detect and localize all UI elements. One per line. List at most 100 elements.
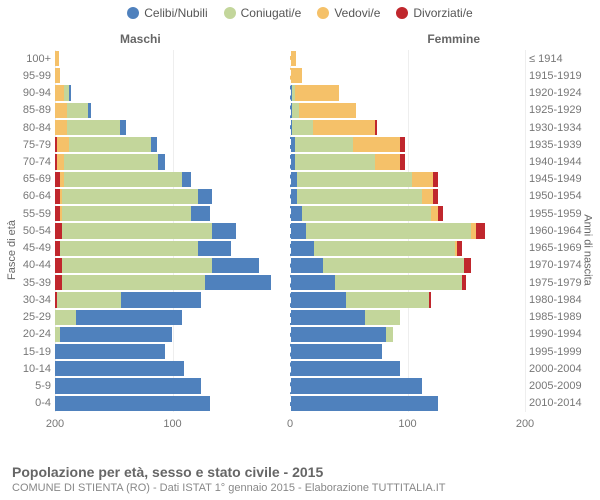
age-band-row: 85-891925-1929 bbox=[55, 102, 525, 119]
bar-segment bbox=[120, 120, 126, 135]
bar-segment bbox=[76, 310, 182, 325]
female-bar bbox=[290, 68, 525, 83]
legend: Celibi/NubiliConiugati/eVedovi/eDivorzia… bbox=[0, 6, 600, 20]
bar-segment bbox=[57, 137, 69, 152]
age-band-label: 95-99 bbox=[5, 70, 51, 82]
bar-segment bbox=[55, 51, 59, 66]
age-band-row: 50-541960-1964 bbox=[55, 222, 525, 239]
bar-segment bbox=[205, 275, 271, 290]
bar-pair bbox=[55, 206, 525, 221]
birth-year-label: 2000-2004 bbox=[529, 363, 597, 375]
female-bar bbox=[290, 327, 525, 342]
male-bar bbox=[55, 378, 290, 393]
male-bar bbox=[55, 344, 290, 359]
male-bar bbox=[55, 275, 290, 290]
bar-segment bbox=[212, 258, 259, 273]
male-bar bbox=[55, 68, 290, 83]
age-band-row: 80-841930-1934 bbox=[55, 119, 525, 136]
female-bar bbox=[290, 85, 525, 100]
x-tick-label: 200 bbox=[46, 418, 64, 430]
bar-segment bbox=[64, 154, 158, 169]
birth-year-label: 1925-1929 bbox=[529, 104, 597, 116]
bar-segment bbox=[62, 258, 212, 273]
age-band-row: 70-741940-1944 bbox=[55, 153, 525, 170]
male-bar bbox=[55, 85, 290, 100]
bar-pair bbox=[55, 241, 525, 256]
bar-segment bbox=[290, 172, 297, 187]
female-bar bbox=[290, 189, 525, 204]
bar-segment bbox=[297, 172, 412, 187]
bar-segment bbox=[55, 103, 67, 118]
bar-segment bbox=[69, 85, 71, 100]
age-band-row: 40-441970-1974 bbox=[55, 257, 525, 274]
birth-year-label: 1955-1959 bbox=[529, 208, 597, 220]
female-bar bbox=[290, 241, 525, 256]
bar-segment bbox=[290, 51, 296, 66]
legend-item: Divorziati/e bbox=[396, 6, 472, 20]
age-band-label: 20-24 bbox=[5, 328, 51, 340]
bar-segment bbox=[55, 344, 165, 359]
age-band-label: 5-9 bbox=[5, 380, 51, 392]
male-bar bbox=[55, 361, 290, 376]
bar-segment bbox=[323, 258, 464, 273]
bar-segment bbox=[290, 206, 302, 221]
age-band-row: 60-641950-1954 bbox=[55, 188, 525, 205]
age-band-row: 30-341980-1984 bbox=[55, 291, 525, 308]
male-bar bbox=[55, 310, 290, 325]
male-bar bbox=[55, 258, 290, 273]
bar-segment bbox=[290, 378, 422, 393]
bar-pair bbox=[55, 172, 525, 187]
age-band-label: 0-4 bbox=[5, 397, 51, 409]
bar-segment bbox=[299, 103, 355, 118]
bar-segment bbox=[290, 275, 335, 290]
bar-segment bbox=[400, 154, 405, 169]
bar-pair bbox=[55, 137, 525, 152]
birth-year-label: 1995-1999 bbox=[529, 346, 597, 358]
bar-segment bbox=[55, 258, 62, 273]
female-bar bbox=[290, 120, 525, 135]
bar-segment bbox=[375, 154, 401, 169]
birth-year-label: 1915-1919 bbox=[529, 70, 597, 82]
female-bar bbox=[290, 344, 525, 359]
male-bar bbox=[55, 189, 290, 204]
bar-segment bbox=[55, 378, 201, 393]
bar-segment bbox=[290, 310, 365, 325]
bar-pair bbox=[55, 103, 525, 118]
legend-label: Coniugati/e bbox=[241, 6, 302, 20]
female-bar bbox=[290, 206, 525, 221]
bar-segment bbox=[67, 120, 120, 135]
age-band-row: 45-491965-1969 bbox=[55, 240, 525, 257]
male-bar bbox=[55, 327, 290, 342]
x-tick-label: 100 bbox=[163, 418, 181, 430]
bar-segment bbox=[476, 223, 485, 238]
bar-pair bbox=[55, 361, 525, 376]
bar-segment bbox=[64, 172, 182, 187]
birth-year-label: ≤ 1914 bbox=[529, 53, 597, 65]
female-bar bbox=[290, 154, 525, 169]
bar-segment bbox=[297, 189, 422, 204]
bar-segment bbox=[60, 327, 173, 342]
bar-pair bbox=[55, 275, 525, 290]
bar-segment bbox=[212, 223, 236, 238]
legend-swatch bbox=[317, 7, 329, 19]
age-band-label: 30-34 bbox=[5, 294, 51, 306]
age-band-row: 35-391975-1979 bbox=[55, 274, 525, 291]
bar-pair bbox=[55, 154, 525, 169]
age-band-row: 90-941920-1924 bbox=[55, 84, 525, 101]
birth-year-label: 1970-1974 bbox=[529, 259, 597, 271]
bar-segment bbox=[290, 223, 306, 238]
bar-segment bbox=[55, 120, 67, 135]
female-header: Femmine bbox=[427, 32, 480, 46]
bar-segment bbox=[151, 137, 157, 152]
birth-year-label: 1945-1949 bbox=[529, 173, 597, 185]
legend-label: Celibi/Nubili bbox=[144, 6, 207, 20]
bar-segment bbox=[290, 327, 386, 342]
age-band-label: 60-64 bbox=[5, 190, 51, 202]
birth-year-label: 1990-1994 bbox=[529, 328, 597, 340]
gridline bbox=[525, 50, 526, 412]
bar-pair bbox=[55, 310, 525, 325]
bar-segment bbox=[55, 223, 62, 238]
bar-segment bbox=[57, 292, 120, 307]
female-bar bbox=[290, 258, 525, 273]
population-pyramid-chart: Celibi/NubiliConiugati/eVedovi/eDivorzia… bbox=[0, 0, 600, 500]
